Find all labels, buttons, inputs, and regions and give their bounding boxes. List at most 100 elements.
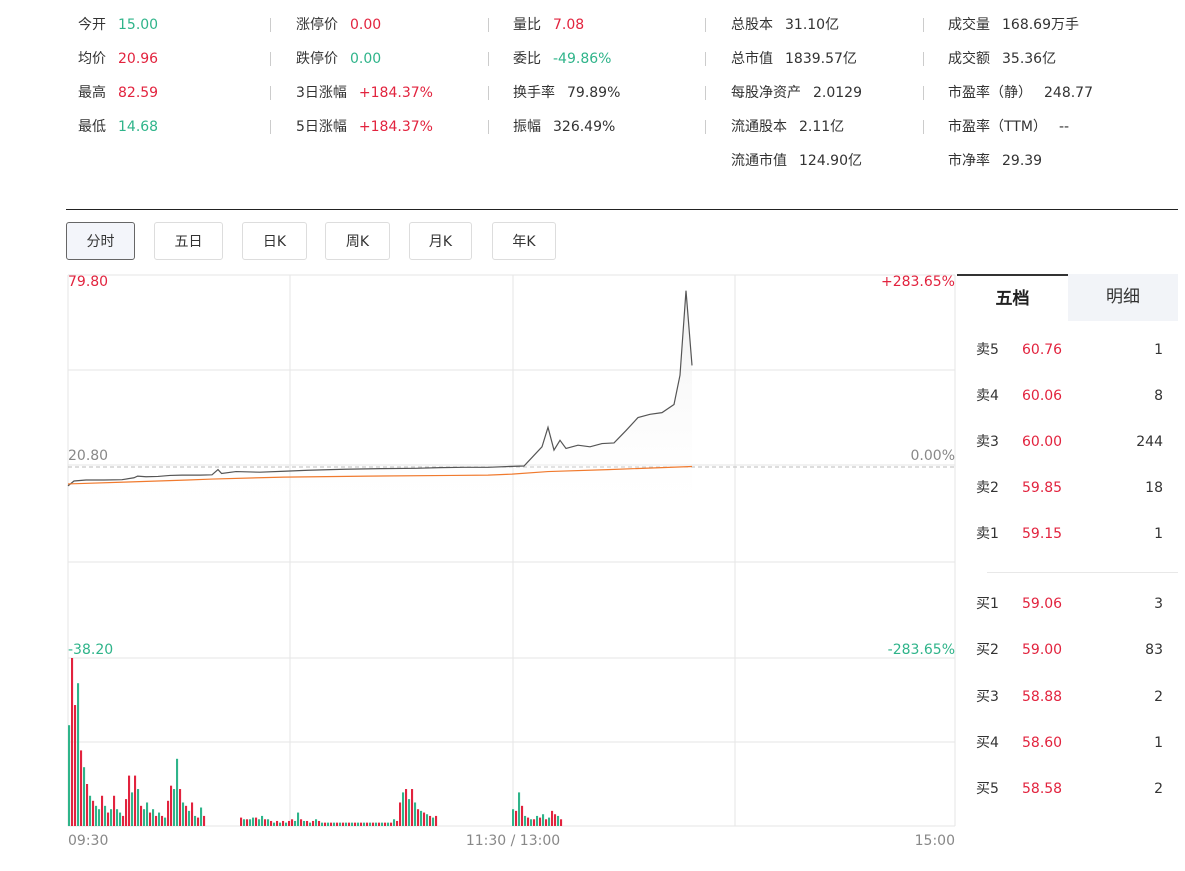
- volume-bar: [267, 819, 270, 826]
- header-divider: [66, 209, 1178, 210]
- volume-bar: [402, 792, 405, 826]
- tab-period-5[interactable]: 年K: [492, 222, 556, 260]
- stat-value: 29.39: [1002, 153, 1043, 169]
- buy-level: 买3: [976, 688, 999, 705]
- stats-separator: [923, 52, 924, 66]
- stat-row: 量比 7.08: [513, 8, 620, 42]
- stat-value: 2.0129: [813, 85, 862, 101]
- volume-bar: [170, 785, 173, 826]
- stat-label: 市净率: [948, 153, 990, 169]
- volume-bar: [77, 683, 80, 826]
- stat-value: 0.00: [350, 17, 382, 33]
- volume-bar: [252, 817, 255, 826]
- average-price-line: [67, 465, 693, 485]
- stats-separator: [270, 120, 271, 134]
- tab-period-2[interactable]: 日K: [242, 222, 307, 260]
- sell-level: 卖1: [976, 526, 999, 542]
- volume-bar: [405, 789, 408, 826]
- volume-bar: [432, 817, 435, 826]
- volume-bar: [330, 822, 333, 826]
- stat-label: 最高: [78, 85, 106, 101]
- volume-bar: [155, 815, 158, 826]
- intraday-chart: 79.80 20.80 -38.20 +283.65% 0.00% -283.65% 09:…: [67, 274, 956, 849]
- sell-level: 卖5: [976, 342, 999, 358]
- x-axis-label-close: 15:00: [915, 833, 955, 849]
- buy-price: 58.60: [1022, 734, 1063, 751]
- sell-level: 卖4: [976, 388, 999, 404]
- stat-label: 流通股本: [731, 119, 787, 135]
- stats-column-1: 今开 15.00 均价 20.96 最高 82.59 最低 14.68: [78, 8, 158, 144]
- tab-five-levels[interactable]: 五档: [957, 274, 1068, 321]
- volume-bar: [411, 789, 414, 826]
- stat-row: 均价 20.96: [78, 42, 158, 76]
- volume-bar: [294, 820, 297, 826]
- volume-bar: [86, 784, 89, 826]
- stat-label: 每股净资产: [731, 85, 801, 101]
- volume-bar: [80, 750, 83, 826]
- volume-bar: [152, 809, 155, 826]
- volume-bar: [179, 789, 182, 826]
- volume-bar: [533, 819, 536, 826]
- tab-period-1[interactable]: 五日: [154, 222, 223, 260]
- sell-price: 60.06: [1022, 388, 1063, 404]
- volume-bar: [188, 810, 191, 826]
- volume-bar: [161, 815, 164, 826]
- stat-row: 3日涨幅 +184.37%: [296, 76, 433, 110]
- tab-period-4[interactable]: 月K: [409, 222, 472, 260]
- volume-bar: [164, 817, 167, 826]
- sell-price: 59.85: [1022, 480, 1063, 496]
- volume-bar: [264, 819, 267, 826]
- stat-label: 流通市值: [731, 153, 787, 169]
- stat-value: 326.49%: [553, 119, 616, 135]
- volume-bar: [128, 775, 131, 826]
- volume-bar: [423, 812, 426, 826]
- sell-level-row: 卖3 60.00 244: [957, 430, 1178, 454]
- volume-bar: [240, 817, 243, 826]
- stat-row: 今开 15.00: [78, 8, 158, 42]
- volume-bar: [74, 705, 77, 826]
- volume-bar: [89, 795, 92, 826]
- y-axis-label-bottom: -38.20: [68, 642, 113, 658]
- volume-bar: [137, 789, 140, 826]
- volume-bar: [324, 822, 327, 826]
- volume-bar: [408, 799, 411, 826]
- stat-label: 均价: [78, 51, 106, 67]
- volume-bar: [393, 819, 396, 826]
- buy-level-row: 买2 59.00 83: [957, 638, 1178, 662]
- volume-bar: [542, 814, 545, 826]
- volume-bar: [303, 820, 306, 826]
- stats-separator: [488, 52, 489, 66]
- sell-level-row: 卖2 59.85 18: [957, 476, 1178, 500]
- stat-row: 市净率 29.39: [948, 144, 1093, 178]
- stat-row: 最高 82.59: [78, 76, 158, 110]
- buy-level-row: 买5 58.58 2: [957, 777, 1178, 801]
- volume-bar: [318, 820, 321, 826]
- stat-row: 振幅 326.49%: [513, 110, 620, 144]
- stats-separator: [488, 86, 489, 100]
- volume-bar: [354, 822, 357, 826]
- tab-period-0[interactable]: 分时: [66, 222, 135, 260]
- volume-bar: [327, 822, 330, 826]
- volume-bar: [399, 802, 402, 826]
- x-axis-label-open: 09:30: [68, 833, 108, 849]
- sell-volume: 1: [1154, 342, 1163, 358]
- volume-bar: [258, 819, 261, 826]
- buy-volume: 2: [1154, 688, 1163, 705]
- y-axis-label-mid: 20.80: [68, 448, 108, 464]
- tab-trade-details[interactable]: 明细: [1068, 274, 1178, 321]
- stat-value: +184.37%: [358, 85, 433, 101]
- volume-bar: [557, 815, 560, 826]
- volume-bar: [95, 805, 98, 826]
- x-axis-label-midday: 11:30 / 13:00: [466, 833, 560, 849]
- buy-level-row: 买4 58.60 1: [957, 731, 1178, 755]
- buy-level: 买2: [976, 642, 999, 659]
- stat-value: 2.11亿: [799, 119, 845, 135]
- stat-value: --: [1058, 119, 1070, 135]
- volume-bar: [300, 819, 303, 826]
- volume-bar: [116, 809, 119, 826]
- volume-bar: [366, 822, 369, 826]
- volume-bar: [146, 802, 149, 826]
- stat-value: 15.00: [118, 17, 159, 33]
- tab-period-3[interactable]: 周K: [325, 222, 390, 260]
- volume-bar: [390, 822, 393, 826]
